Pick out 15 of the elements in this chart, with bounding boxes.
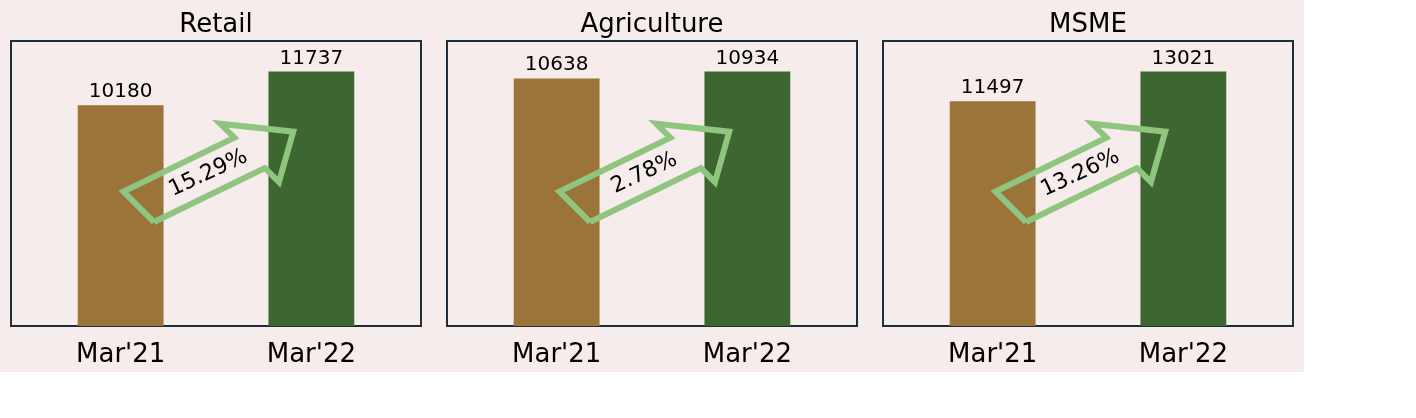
data-label: 10180 [88,78,153,103]
x-tick-label: Mar'21 [948,337,1038,368]
x-tick-label: Mar'21 [512,337,602,368]
data-label: 13021 [1151,44,1216,69]
x-tick-label: Mar'22 [702,337,792,368]
data-label: 10638 [524,51,589,76]
x-tick-label: Mar'21 [76,337,166,368]
data-label: 11497 [960,74,1025,99]
x-tick-label: Mar'22 [1138,337,1228,368]
x-tick-label: Mar'22 [266,337,356,368]
chart-title: Retail [179,8,253,38]
chart-title: MSME [1049,8,1127,38]
data-label: 11737 [279,44,344,69]
chart-title: Agriculture [580,8,724,38]
data-label: 10934 [715,44,780,69]
